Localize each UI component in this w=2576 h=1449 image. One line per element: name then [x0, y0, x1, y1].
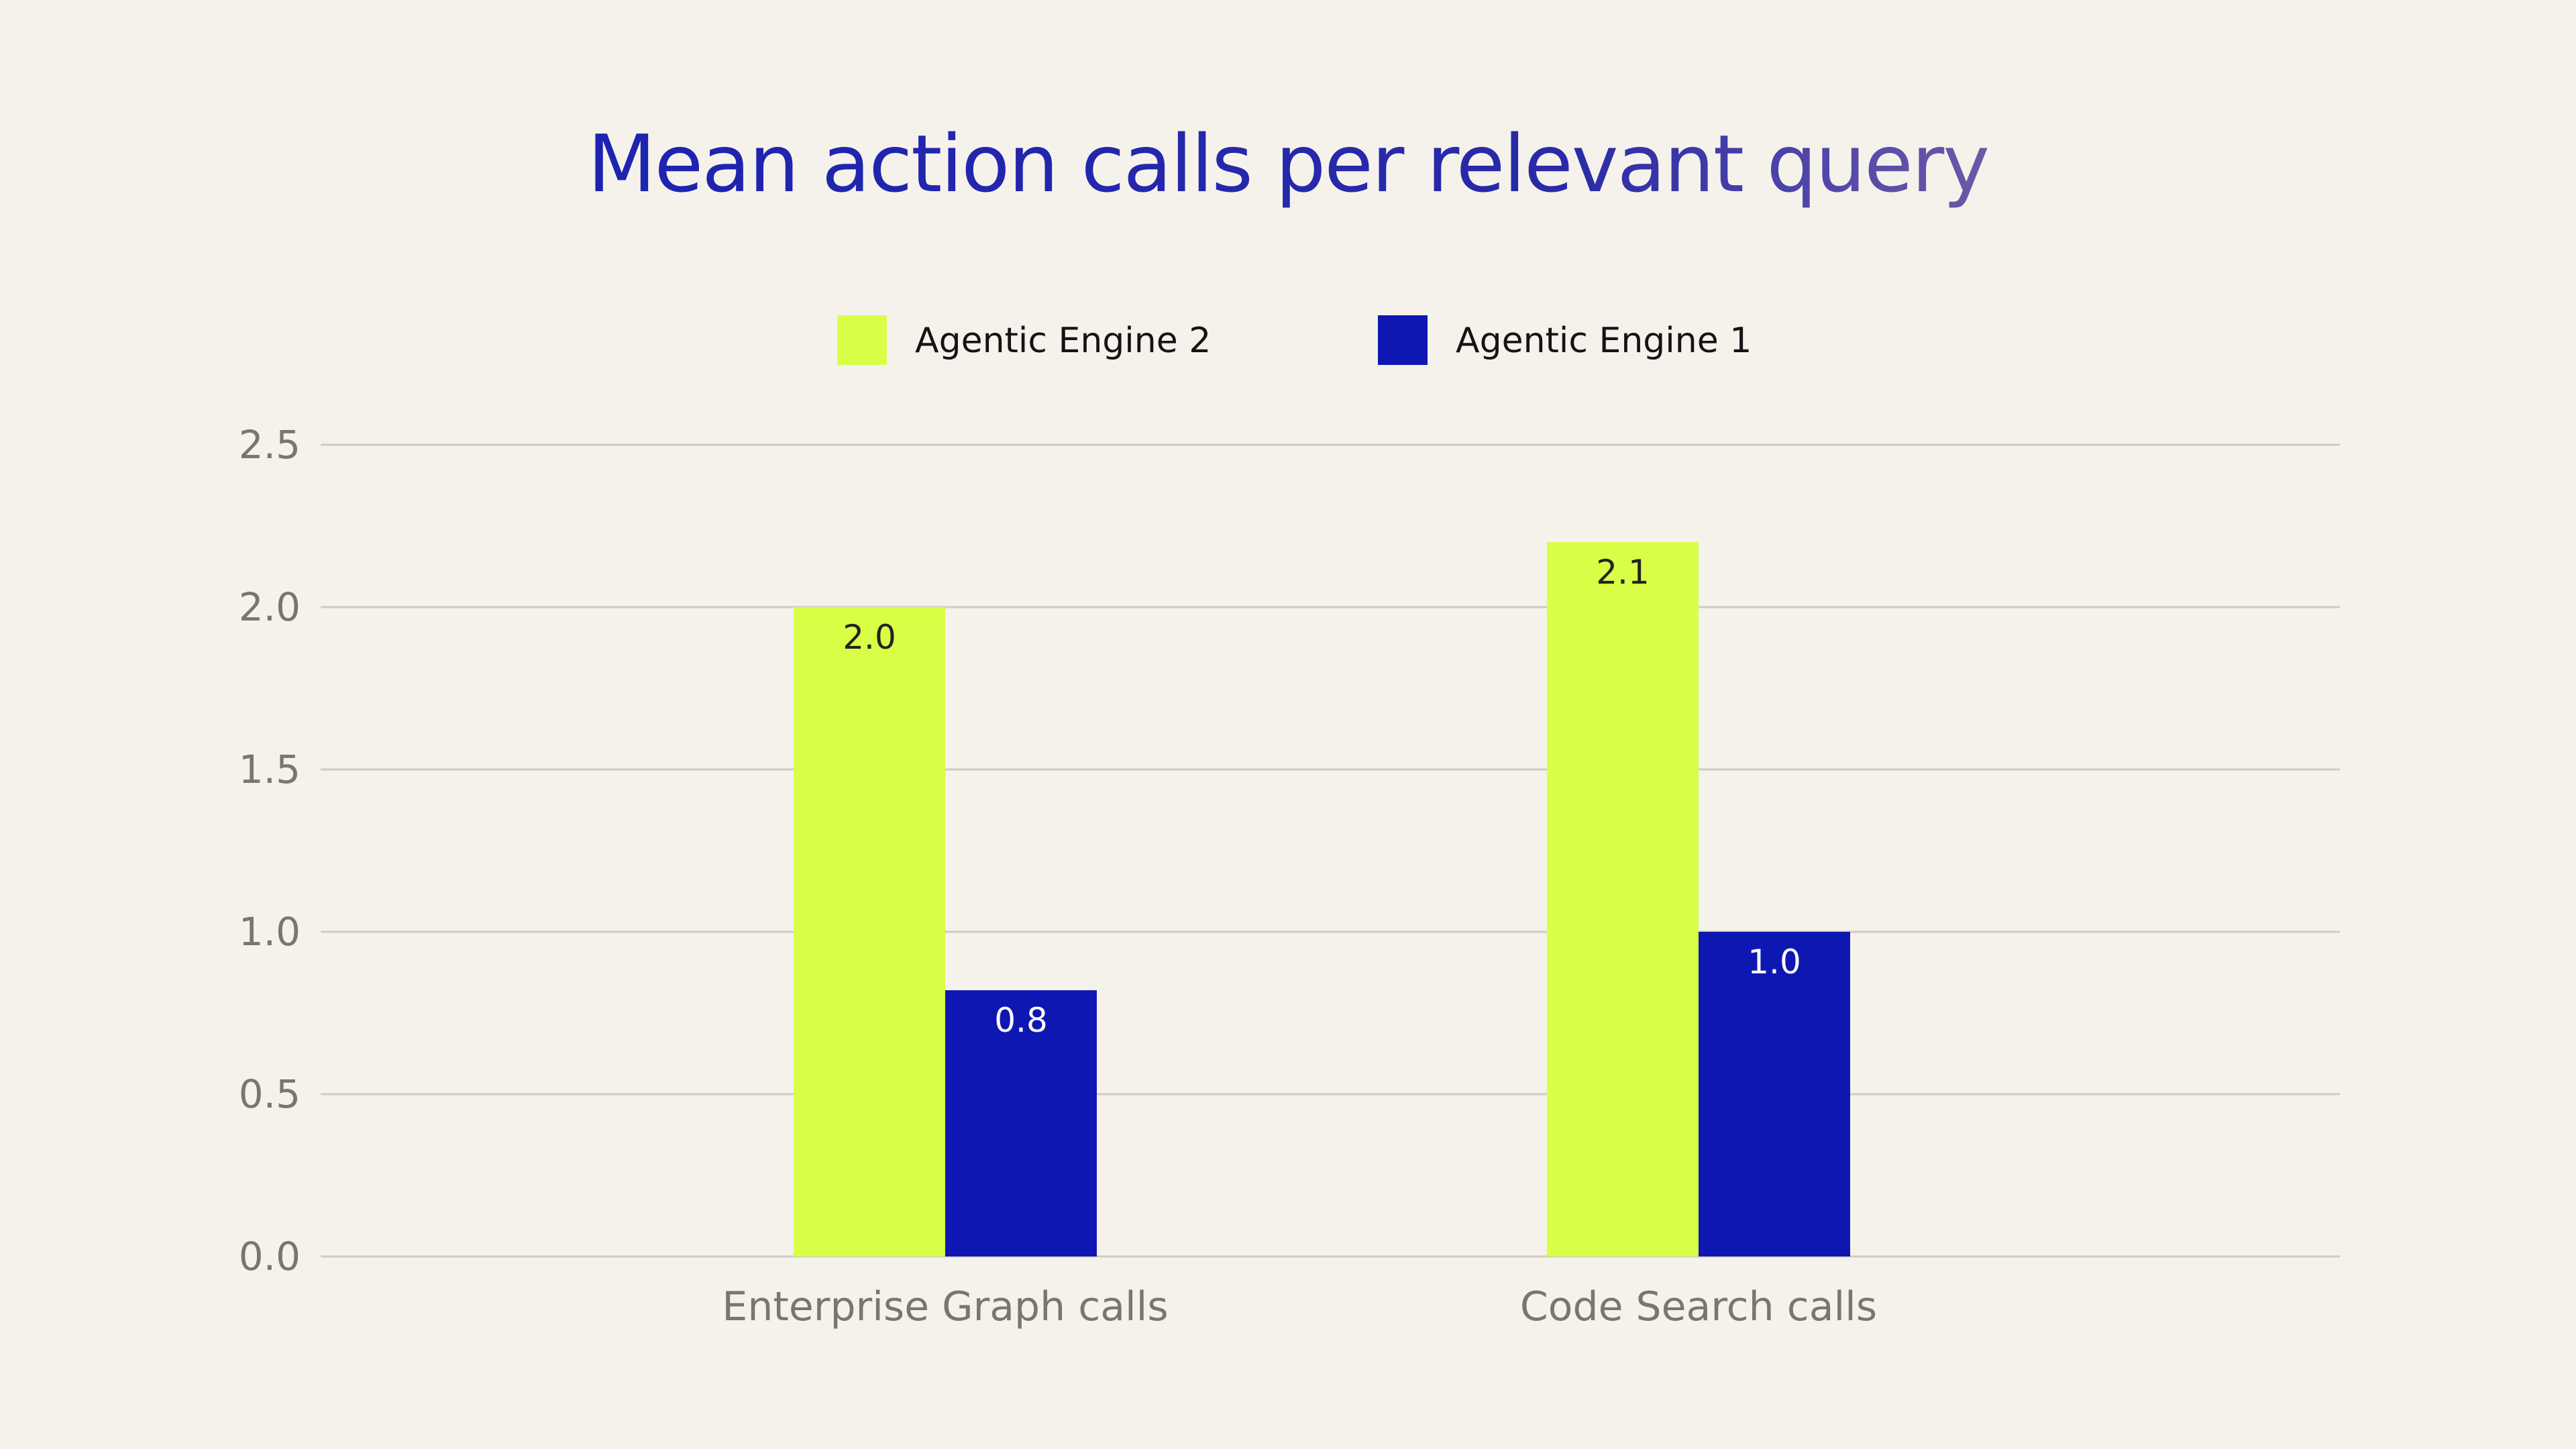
bar [1547, 542, 1699, 1257]
x-category-label: Code Search calls [1520, 1283, 1877, 1330]
bar [1699, 932, 1850, 1256]
data-label: 1.0 [1748, 943, 1801, 981]
legend-label: Agentic Engine 2 [915, 321, 1211, 361]
data-label: 2.1 [1596, 553, 1650, 592]
bars: 2.0 0.8 2.1 1.0 [794, 542, 1850, 1257]
chart-title: Mean action calls per relevant query [588, 117, 1988, 210]
legend-swatch [837, 315, 887, 365]
data-label: 0.8 [994, 1001, 1048, 1040]
legend: Agentic Engine 2 Agentic Engine 1 [837, 315, 1752, 365]
y-tick-label: 0.0 [239, 1234, 301, 1279]
bar [794, 607, 945, 1256]
y-tick-label: 0.5 [239, 1071, 301, 1117]
legend-swatch [1378, 315, 1428, 365]
y-axis: 0.0 0.5 1.0 1.5 2.0 2.5 [239, 422, 301, 1279]
legend-label: Agentic Engine 1 [1456, 321, 1752, 361]
y-tick-label: 2.5 [239, 422, 301, 468]
x-axis: Enterprise Graph calls Code Search calls [722, 1283, 1877, 1330]
x-category-label: Enterprise Graph calls [722, 1283, 1168, 1330]
data-label: 2.0 [843, 618, 896, 657]
y-tick-label: 2.0 [239, 584, 301, 630]
gridlines [321, 443, 2340, 1258]
y-tick-label: 1.5 [239, 747, 301, 792]
bar [945, 990, 1097, 1256]
y-tick-label: 1.0 [239, 909, 301, 955]
